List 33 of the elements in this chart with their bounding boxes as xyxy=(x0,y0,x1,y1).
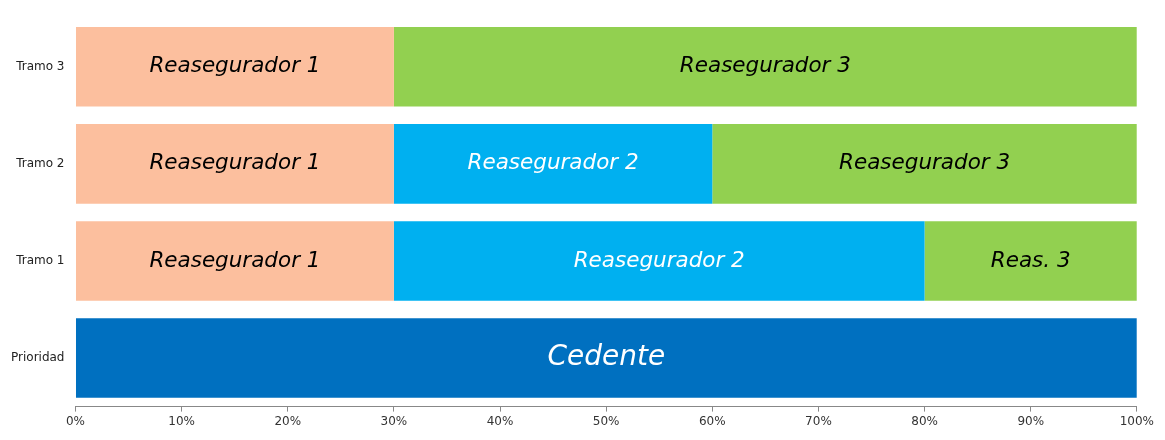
x-tick-label: 50% xyxy=(592,413,620,428)
x-tick-label: 80% xyxy=(911,413,938,428)
bar xyxy=(393,124,713,204)
x-tick-label: 90% xyxy=(1017,413,1045,428)
bar xyxy=(924,221,1137,301)
bar xyxy=(75,26,394,107)
text: Reasegurador 1 xyxy=(149,246,321,272)
x-tick-label: 60% xyxy=(698,413,726,428)
x-tick-label: 20% xyxy=(274,413,302,428)
x-tick-label: 10% xyxy=(168,413,195,428)
y-tick-label: Tramo 1 xyxy=(15,253,65,268)
x-tick-label: 0% xyxy=(65,413,86,428)
text: Reasegurador 3 xyxy=(679,52,851,78)
bar xyxy=(393,26,1137,107)
series-label: Reasegurador 1 xyxy=(149,149,321,175)
series-label: Reasegurador 3 xyxy=(839,149,1011,175)
x-tick-label: 30% xyxy=(380,413,408,428)
series-label: Cedente xyxy=(547,339,666,373)
series-label: Reasegurador 2 xyxy=(467,149,639,175)
bar xyxy=(75,124,394,204)
bar xyxy=(393,221,925,301)
text: Reasegurador 2 xyxy=(573,246,745,272)
x-tick-label: 100% xyxy=(1119,413,1154,428)
y-tick-label: Tramo 3 xyxy=(15,58,65,73)
bar xyxy=(75,318,1137,398)
bar xyxy=(712,124,1137,204)
y-tick-label: Prioridad xyxy=(10,350,65,365)
x-tick-label: 40% xyxy=(486,413,514,428)
annotation: Reas. 3 xyxy=(990,246,1071,272)
y-tick-label: Tramo 2 xyxy=(15,155,65,170)
x-tick-label: 70% xyxy=(805,413,832,428)
bar xyxy=(75,221,394,301)
text: Reasegurador 1 xyxy=(149,52,321,78)
